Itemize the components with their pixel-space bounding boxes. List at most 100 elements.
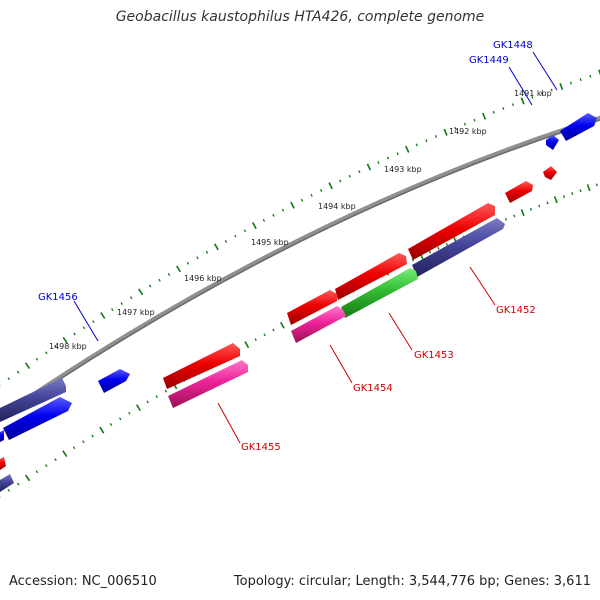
minor-tick	[562, 195, 566, 199]
kbp-label-1496: 1496 kbp	[184, 274, 222, 283]
minor-tick	[7, 377, 11, 381]
minor-tick	[234, 234, 237, 238]
minor-tick	[205, 250, 209, 254]
minor-tick	[44, 464, 48, 468]
genome-summary-text: Topology: circular; Length: 3,544,776 bp…	[233, 574, 591, 589]
minor-tick	[186, 261, 190, 265]
minor-tick	[492, 110, 495, 114]
map-title: Geobacillus kaustophilus HTA426, complet…	[115, 9, 485, 25]
major-tick	[24, 362, 31, 370]
minor-tick	[146, 400, 149, 404]
major-tick	[290, 201, 295, 209]
minor-tick	[91, 434, 94, 438]
gene-label-gk1449[interactable]: GK1449	[469, 55, 509, 66]
minor-tick	[339, 179, 342, 183]
kbp-label-1491: 1491 kbp	[514, 89, 552, 98]
gene-gk1456[interactable]	[98, 369, 130, 393]
minor-tick	[54, 345, 58, 348]
gene-gk1452-red[interactable]	[408, 203, 495, 260]
major-tick	[598, 69, 600, 76]
minor-tick	[111, 308, 114, 312]
kbp-label-1494: 1494 kbp	[318, 202, 356, 211]
major-tick	[586, 184, 591, 192]
gene-red-middle[interactable]	[335, 253, 407, 300]
minor-tick	[463, 122, 466, 126]
gene-label-gk1452[interactable]: GK1452	[496, 305, 536, 316]
major-tick	[520, 209, 525, 217]
minor-tick	[262, 218, 266, 222]
kbp-label-1497: 1497 kbp	[117, 308, 155, 317]
major-tick	[559, 83, 564, 91]
minor-tick	[272, 213, 275, 217]
minor-tick	[437, 246, 440, 250]
minor-tick	[16, 370, 20, 374]
minor-tick	[164, 389, 168, 393]
minor-tick	[504, 217, 508, 221]
gene-red-lower[interactable]	[163, 343, 240, 389]
minor-tick	[454, 126, 457, 130]
major-tick	[99, 426, 105, 434]
major-tick	[176, 265, 181, 273]
minor-tick	[386, 156, 390, 160]
gene-label-gk1455[interactable]: GK1455	[241, 442, 281, 453]
gene-gk1452[interactable]	[412, 218, 505, 277]
minor-tick	[45, 351, 48, 355]
minor-tick	[571, 192, 574, 196]
minor-tick	[158, 278, 161, 282]
minor-tick	[167, 273, 171, 277]
minor-tick	[16, 482, 20, 486]
gene-label-gk1448[interactable]: GK1448	[493, 40, 533, 51]
minor-tick	[72, 446, 76, 450]
gene-gk1454[interactable]	[291, 306, 346, 343]
minor-tick	[396, 152, 399, 156]
outer-tick-track	[0, 69, 600, 387]
major-tick	[244, 341, 250, 349]
minor-tick	[35, 470, 39, 474]
major-tick	[405, 145, 410, 153]
minor-tick	[128, 411, 131, 415]
minor-tick	[196, 256, 199, 260]
minor-tick	[35, 357, 39, 361]
minor-tick	[263, 333, 266, 337]
major-tick	[553, 196, 558, 204]
major-tick	[279, 321, 285, 329]
minor-tick	[155, 395, 158, 399]
minor-tick	[595, 183, 598, 187]
minor-tick	[579, 189, 582, 193]
gene-left-blue-outer[interactable]	[3, 397, 72, 440]
gene-gk1453[interactable]	[341, 268, 418, 318]
minor-tick	[529, 207, 533, 211]
minor-tick	[129, 296, 133, 300]
gene-gk1455[interactable]	[168, 360, 248, 408]
gene-gk1454-red[interactable]	[287, 290, 337, 325]
minor-tick	[550, 88, 553, 92]
gene-label-gk1454[interactable]: GK1454	[353, 383, 393, 394]
gene-left-red-inner[interactable]	[0, 457, 6, 470]
gene-left-purple-inner[interactable]	[0, 474, 14, 492]
minor-tick	[428, 250, 432, 254]
major-tick	[62, 336, 68, 344]
minor-tick	[434, 135, 438, 138]
gene-red-right-a[interactable]	[505, 181, 533, 203]
minor-tick	[473, 118, 476, 122]
minor-tick	[243, 229, 247, 233]
gene-label-gk1453[interactable]: GK1453	[414, 350, 454, 361]
major-tick	[251, 222, 257, 230]
minor-tick	[120, 302, 123, 306]
minor-tick	[415, 143, 418, 147]
minor-tick	[569, 81, 573, 85]
minor-tick	[224, 239, 228, 243]
gene-gk1448[interactable]	[560, 113, 597, 141]
major-tick	[62, 450, 68, 458]
gene-left-blue-small[interactable]	[0, 430, 4, 442]
kbp-label-1493: 1493 kbp	[384, 165, 422, 174]
minor-tick	[511, 103, 515, 107]
minor-tick	[445, 242, 449, 246]
gene-left-purple-outer[interactable]	[0, 378, 66, 422]
major-tick	[328, 182, 333, 190]
major-tick	[214, 243, 219, 251]
gene-red-right-b[interactable]	[543, 166, 557, 180]
minor-tick	[254, 338, 257, 342]
gene-gk1449[interactable]	[546, 135, 559, 150]
gene-label-gk1456[interactable]: GK1456	[38, 292, 78, 303]
